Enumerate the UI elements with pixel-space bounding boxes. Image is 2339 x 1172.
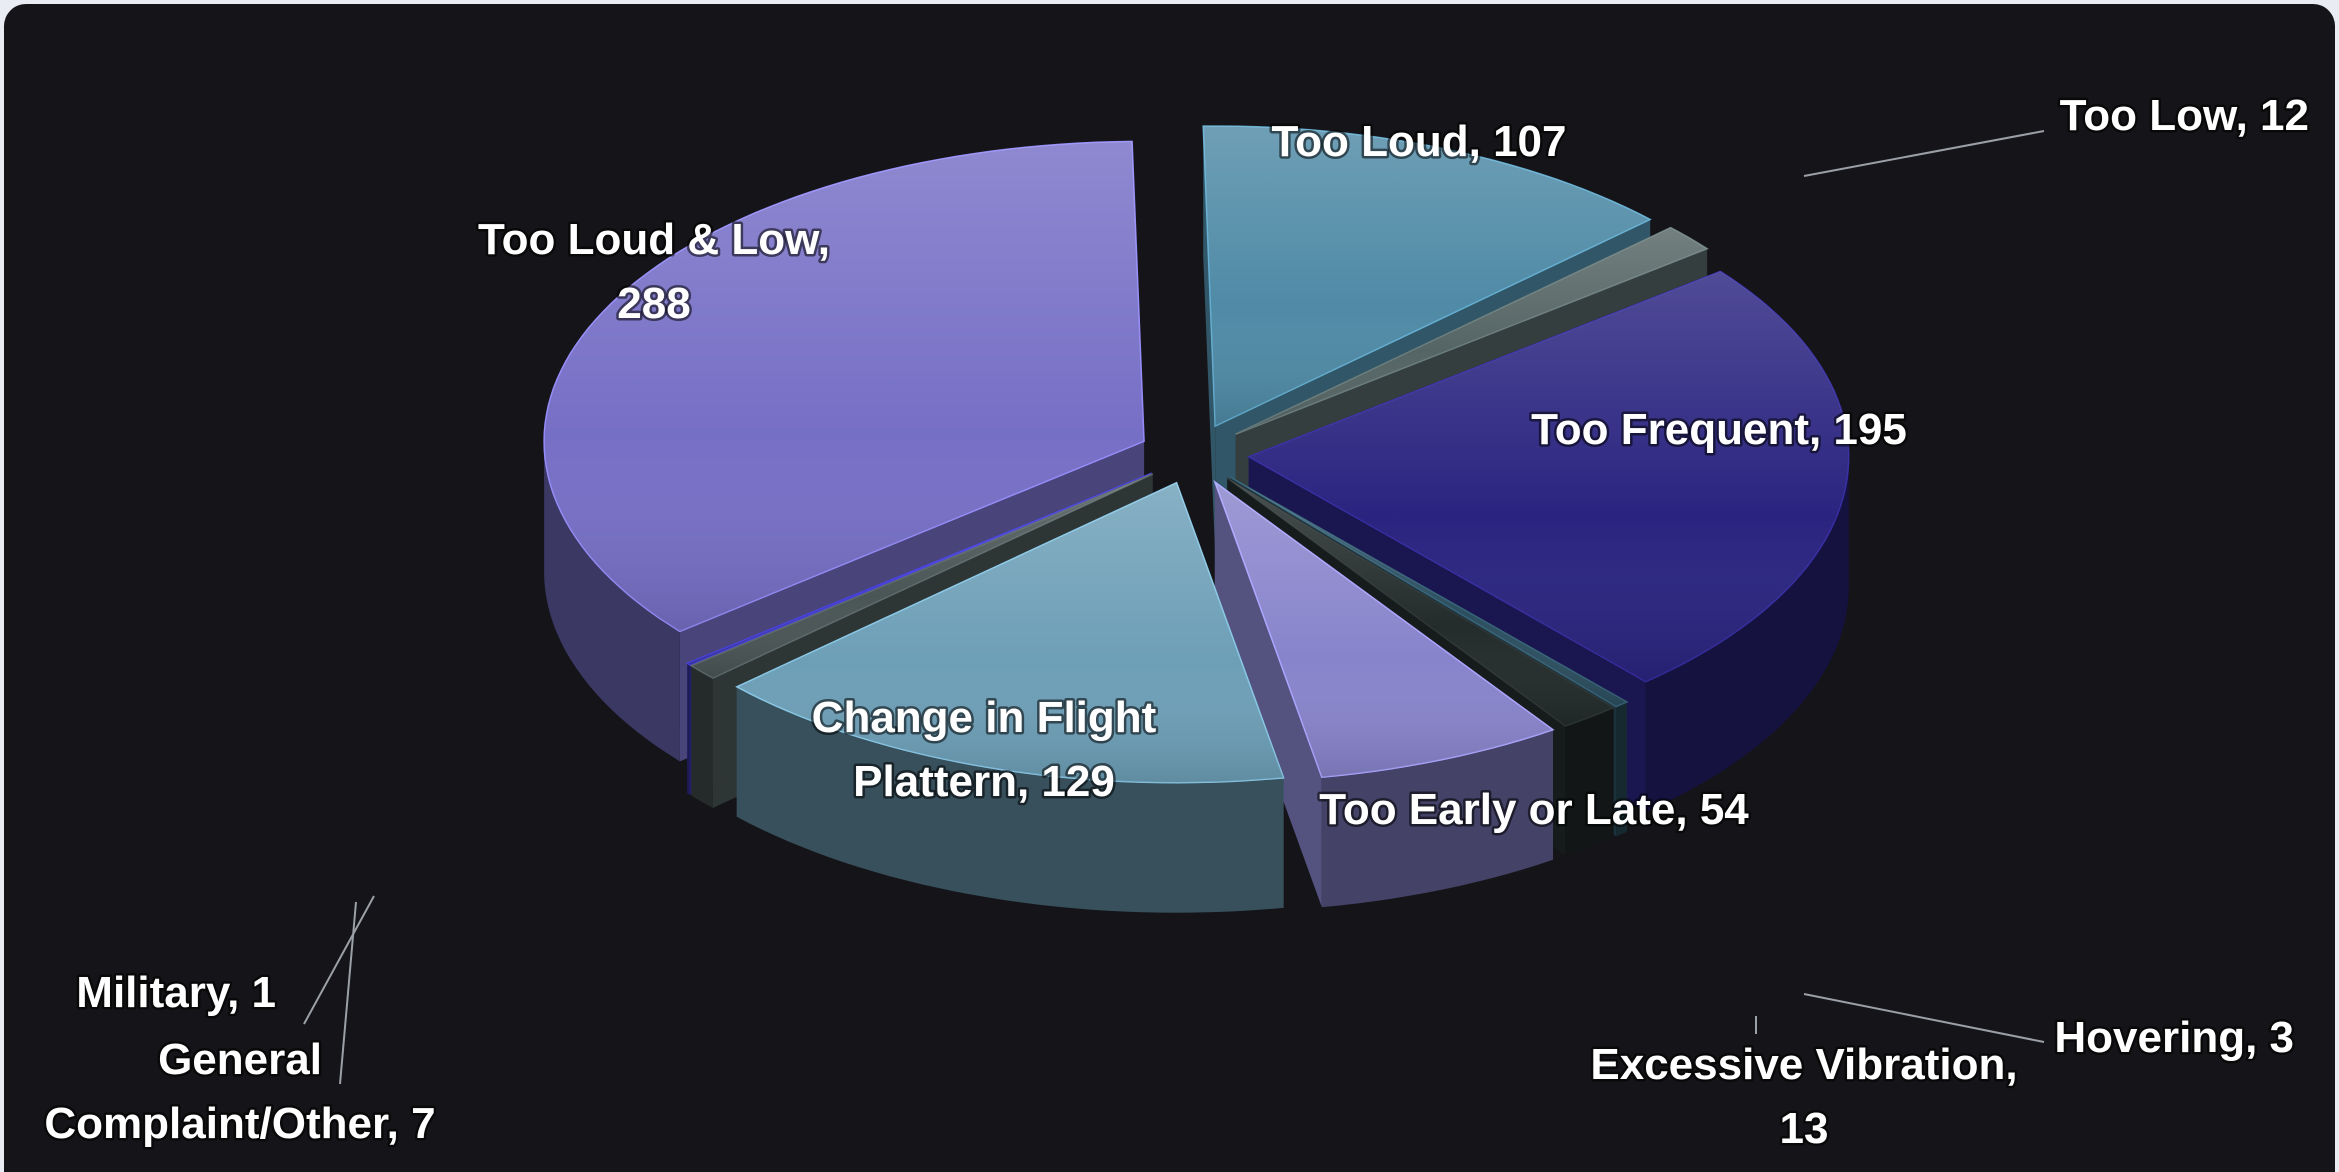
data-label-too-low: Too Low, 12 [2060, 91, 2309, 140]
slice-side-change-in-flight-plattern [736, 686, 1284, 913]
pie-chart: Too Loud, 107 Too Low, 12 Too Frequent, 19… [42, 89, 2312, 1156]
slice-gloss-too-frequent [1248, 271, 1849, 682]
slice-gloss-excessive-vibration [1227, 478, 1614, 726]
slice-side-too-frequent [1645, 456, 1849, 812]
slice-gloss-change-in-flight-plattern [736, 482, 1284, 783]
chart-frame: Too Loud, 107 Too Low, 12 Too Frequent, 19… [4, 4, 2335, 1172]
slice-tops [543, 125, 1850, 784]
leader-too-low [1803, 130, 2045, 177]
data-label-line: Too Frequent, 195 [1531, 405, 1907, 454]
slice-gloss-too-early-or-late [1214, 481, 1553, 778]
slice-wall-too-loud [1203, 126, 1216, 557]
data-label-line: Military, 1 [76, 968, 276, 1017]
slice-side-general-complaint-other [691, 665, 713, 808]
slice-gloss-too-loud [1203, 126, 1651, 427]
data-label-line: Complaint/Other, 7 [44, 1099, 435, 1148]
data-label-excessive-vibration: Excessive Vibration, 13 [1590, 1040, 2017, 1153]
slice-gloss-military [687, 473, 1152, 666]
data-label-change-in-flight-plattern: Change in Flight Plattern, 129 [812, 693, 1157, 806]
leader-general-complaint-other [339, 901, 357, 1085]
data-label-line: Too Loud, 107 [1272, 117, 1567, 166]
data-label-line: Too Loud & Low, [478, 215, 830, 264]
slice-gloss-hovering [1229, 476, 1627, 707]
slice-gloss-general-complaint-other [691, 473, 1153, 678]
data-label-hovering: Hovering, 3 [2054, 1013, 2294, 1062]
data-label-line: Excessive Vibration, [1590, 1040, 2017, 1089]
data-label-too-loud: Too Loud, 107 [1272, 117, 1567, 166]
data-label-too-loud-low: Too Loud & Low, 288 [478, 215, 830, 328]
data-label-line: Change in Flight [812, 693, 1157, 742]
slice-side-military [687, 663, 691, 796]
leader-lines [303, 130, 2045, 1085]
slice-side-excessive-vibration [1565, 707, 1614, 856]
slice-side-hovering [1616, 701, 1627, 837]
data-label-line: Hovering, 3 [2054, 1013, 2294, 1062]
data-label-general-complaint-other: General Complaint/Other, 7 [44, 1035, 435, 1148]
data-label-line: General [158, 1035, 322, 1084]
slice-side-too-loud-low [544, 441, 680, 762]
data-label-line: 288 [617, 279, 690, 328]
data-labels: Too Loud, 107 Too Low, 12 Too Frequent, 19… [42, 89, 2312, 1156]
slice-gloss-too-low [1235, 227, 1708, 435]
slice-side-too-early-or-late [1321, 729, 1553, 908]
slice-wall-too-early-or-late [1214, 481, 1322, 908]
data-label-line: Plattern, 129 [853, 757, 1115, 806]
data-label-line: Too Low, 12 [2060, 91, 2309, 140]
leader-military [303, 895, 375, 1025]
slice-gloss-too-loud-low [544, 141, 1145, 632]
data-label-too-frequent: Too Frequent, 195 [1531, 405, 1907, 454]
data-label-line: 13 [1780, 1104, 1829, 1153]
leader-hovering [1803, 993, 2045, 1043]
data-label-line: Too Early or Late, 54 [1319, 785, 1749, 834]
data-label-too-early-or-late: Too Early or Late, 54 [1319, 785, 1749, 834]
data-label-military: Military, 1 [76, 968, 276, 1017]
